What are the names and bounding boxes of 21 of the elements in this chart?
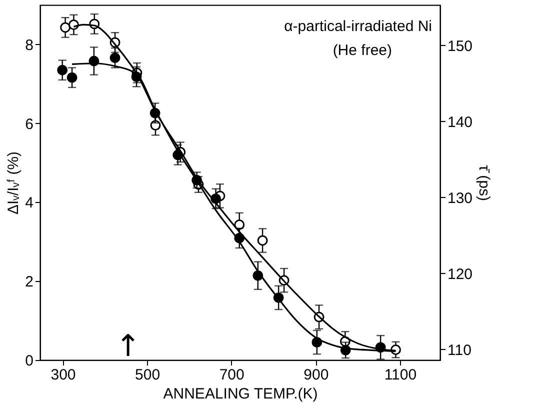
y2-tick-label: 140	[448, 114, 473, 131]
annotation: ↑	[115, 329, 141, 364]
x-tick-label: 700	[219, 366, 244, 384]
y2-tick-label: 130	[448, 190, 473, 207]
x-axis-title: ANNEALING TEMP.(K)	[163, 386, 318, 402]
annotation: (He free)	[332, 42, 392, 59]
y-tick-label: 4	[25, 194, 34, 212]
x-tick-label: 300	[50, 366, 76, 384]
y-tick-label: 0	[25, 352, 34, 370]
y-axis-title: ΔIᵥ/Iᵥᶠ (%)	[5, 151, 22, 215]
x-tick-label: 500	[135, 366, 160, 384]
y2-tick-label: 120	[448, 266, 473, 283]
x-tick-label: 1100	[384, 366, 417, 384]
y-tick-label: 2	[25, 274, 34, 291]
y-tick-label: 6	[25, 116, 34, 133]
y2-axis-title: τ̄ (ps)	[476, 165, 493, 201]
x-tick-label: 900	[304, 366, 329, 384]
y2-tick-label: 110	[448, 342, 472, 359]
annotation: α-partical-irradiated Ni	[284, 18, 432, 35]
y2-tick-label: 150	[448, 38, 473, 55]
y-tick-label: 8	[25, 36, 34, 54]
